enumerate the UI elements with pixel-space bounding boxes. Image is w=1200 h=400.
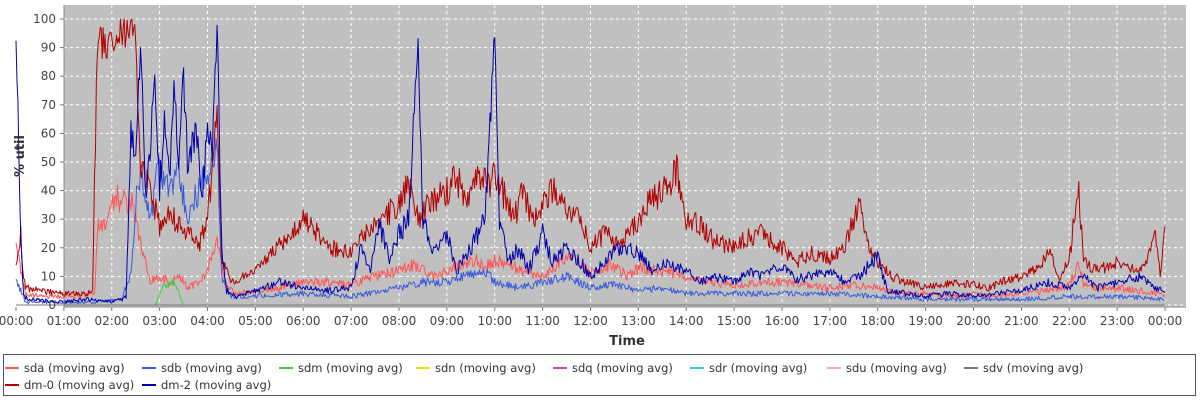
legend-item: sda (moving avg) xyxy=(5,361,142,375)
x-tick-label: 23:00 xyxy=(1100,314,1135,328)
legend-swatch xyxy=(416,366,430,369)
plot-background xyxy=(64,5,1186,307)
x-tick-label: 11:00 xyxy=(525,314,560,328)
x-tick-label: 10:00 xyxy=(477,314,512,328)
x-tick-label: 00:00 xyxy=(1148,314,1183,328)
legend-swatch xyxy=(5,366,19,369)
legend-label: dm-2 (moving avg) xyxy=(161,377,272,392)
legend-label: sdu (moving avg) xyxy=(846,360,947,375)
legend-swatch xyxy=(964,366,978,369)
legend-item: sdm (moving avg) xyxy=(279,361,416,375)
series-line-sda xyxy=(15,184,1166,300)
x-tick-label: 07:00 xyxy=(334,314,369,328)
x-tick-label: 13:00 xyxy=(621,314,656,328)
legend-swatch xyxy=(142,383,156,386)
x-tick-label: 20:00 xyxy=(956,314,991,328)
x-tick-label: 16:00 xyxy=(765,314,800,328)
series-line-dm-2 xyxy=(15,24,1166,305)
legend-item: dm-0 (moving avg) xyxy=(5,378,142,392)
y-tick-label: 50 xyxy=(41,155,56,169)
legend-label: sda (moving avg) xyxy=(24,360,125,375)
x-tick-label: 03:00 xyxy=(142,314,177,328)
series-line-sdb xyxy=(15,138,1166,305)
x-tick-label: 08:00 xyxy=(382,314,417,328)
y-tick-label: 80 xyxy=(41,69,56,83)
chart-svg: 0 10 20 30 40 50 60 70 80 90 100 00:00 01:00 02:00 03:… xyxy=(0,5,1186,349)
x-tick-label: 18:00 xyxy=(860,314,895,328)
series-lines xyxy=(15,18,1166,306)
y-axis-title: % util xyxy=(13,135,28,177)
legend-row: sda (moving avg) sdb (moving avg) sdm (mov… xyxy=(5,359,1195,376)
y-tick-label: 70 xyxy=(41,98,56,112)
x-tick-label: 09:00 xyxy=(430,314,465,328)
x-tick-label: 21:00 xyxy=(1004,314,1039,328)
x-tick-label: 12:00 xyxy=(573,314,608,328)
legend-label: sdb (moving avg) xyxy=(161,360,262,375)
x-tick-label: 14:00 xyxy=(669,314,704,328)
legend-swatch xyxy=(690,366,704,369)
legend-label: sdq (moving avg) xyxy=(572,360,673,375)
x-tick-label: 02:00 xyxy=(94,314,129,328)
legend-swatch xyxy=(553,366,567,369)
legend-label: sdr (moving avg) xyxy=(709,360,808,375)
x-tick-label: 01:00 xyxy=(47,314,82,328)
y-tick-label: 100 xyxy=(33,12,56,26)
legend-label: dm-0 (moving avg) xyxy=(24,377,135,392)
legend: sda (moving avg) sdb (moving avg) sdm (mov… xyxy=(3,354,1196,396)
y-tick-label: 0 xyxy=(48,298,56,312)
x-tick-label: 04:00 xyxy=(190,314,225,328)
x-tick-label: 17:00 xyxy=(813,314,848,328)
x-axis-title: Time xyxy=(609,334,645,349)
series-line-dm-0 xyxy=(15,18,1166,297)
legend-item: sdb (moving avg) xyxy=(142,361,279,375)
legend-swatch xyxy=(827,366,841,369)
y-tick-label: 10 xyxy=(41,269,56,283)
x-tick-label: 15:00 xyxy=(717,314,752,328)
legend-swatch xyxy=(142,366,156,369)
x-tick-label: 05:00 xyxy=(238,314,273,328)
legend-item: sdu (moving avg) xyxy=(827,361,964,375)
legend-item: sdn (moving avg) xyxy=(416,361,553,375)
y-tick-label: 30 xyxy=(41,212,56,226)
chart: 0 10 20 30 40 50 60 70 80 90 100 00:00 01:00 02:00 03:… xyxy=(0,5,1186,349)
legend-item: sdv (moving avg) xyxy=(964,361,1101,375)
legend-swatch xyxy=(279,366,293,369)
x-tick-label: 19:00 xyxy=(908,314,943,328)
x-tick-label: 00:00 xyxy=(0,314,33,328)
y-tick-label: 20 xyxy=(41,241,56,255)
legend-label: sdn (moving avg) xyxy=(435,360,536,375)
legend-item: sdr (moving avg) xyxy=(690,361,827,375)
x-tick-label: 06:00 xyxy=(286,314,321,328)
axes: 0 10 20 30 40 50 60 70 80 90 100 00:00 01:00 02:00 03:… xyxy=(0,5,1186,328)
legend-item: sdq (moving avg) xyxy=(553,361,690,375)
legend-label: sdm (moving avg) xyxy=(298,360,403,375)
legend-swatch xyxy=(5,383,19,386)
y-tick-label: 40 xyxy=(41,184,56,198)
y-tick-label: 90 xyxy=(41,41,56,55)
legend-row: dm-0 (moving avg) dm-2 (moving avg) xyxy=(5,376,1195,393)
gridlines xyxy=(15,5,1186,307)
x-tick-label: 22:00 xyxy=(1052,314,1087,328)
y-tick-label: 60 xyxy=(41,126,56,140)
legend-label: sdv (moving avg) xyxy=(983,360,1084,375)
legend-item: dm-2 (moving avg) xyxy=(142,378,279,392)
